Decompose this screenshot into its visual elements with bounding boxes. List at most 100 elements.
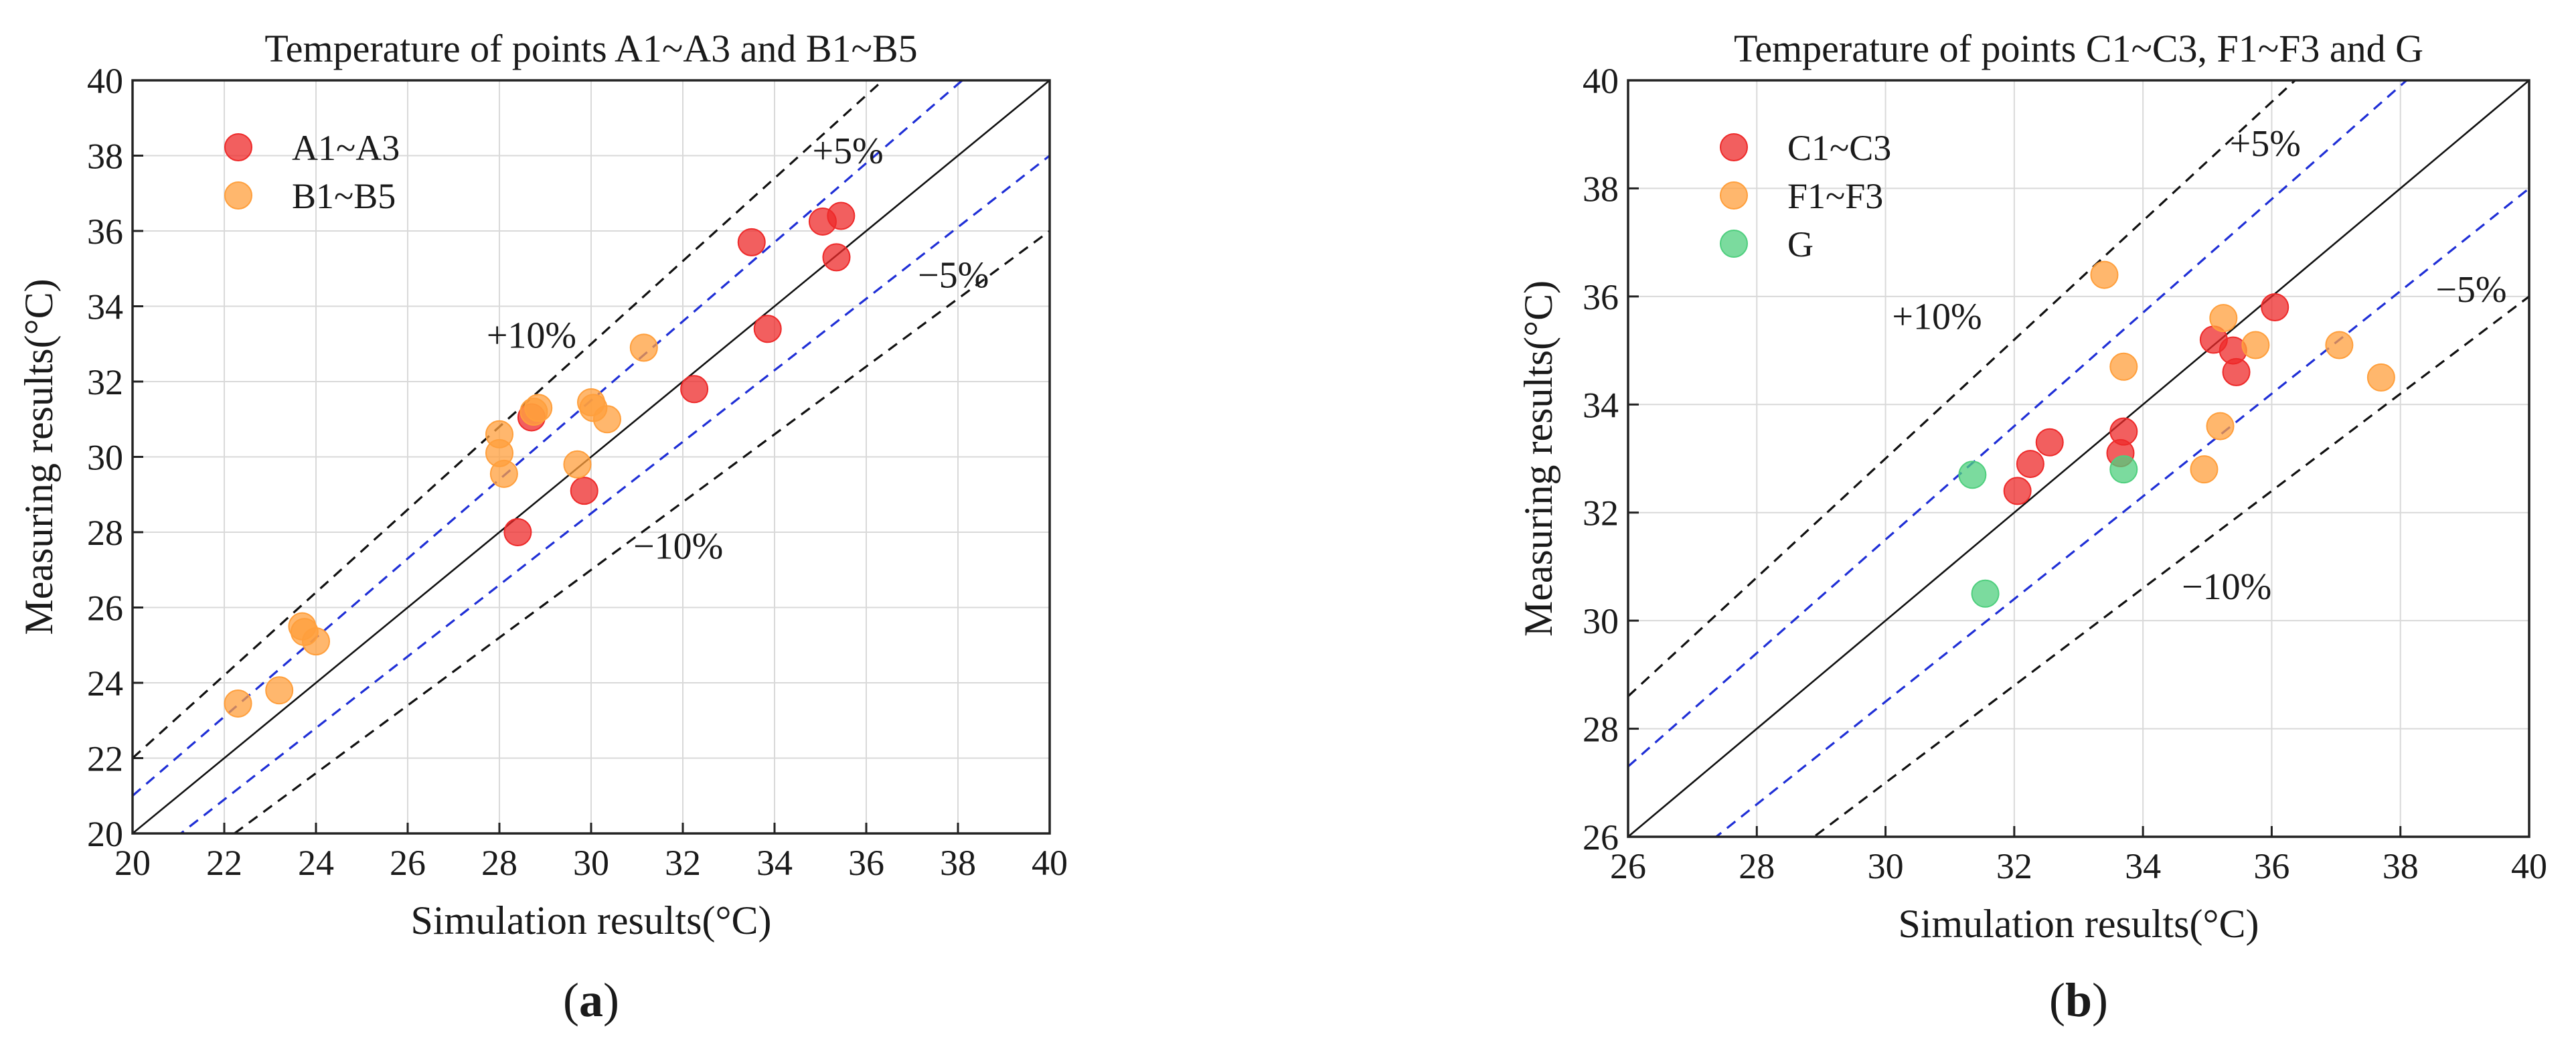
x-tick-label: 34 xyxy=(756,843,793,883)
x-tick-label: 32 xyxy=(665,843,701,883)
data-point[interactable] xyxy=(2109,455,2138,484)
data-point[interactable] xyxy=(1971,579,2000,608)
annotations: +5% −5% +10% −10% xyxy=(487,131,989,568)
data-point[interactable] xyxy=(808,207,837,236)
legend-label: C1~C3 xyxy=(1787,128,1891,168)
data-point[interactable] xyxy=(2190,455,2219,484)
data-point[interactable] xyxy=(822,243,851,272)
y-tick-label: 28 xyxy=(1583,710,1619,750)
x-tick-label: 24 xyxy=(298,843,334,883)
x-tick-label: 40 xyxy=(2511,846,2547,886)
data-point[interactable] xyxy=(2241,331,2270,359)
x-tick-label: 26 xyxy=(1610,846,1646,886)
data-point[interactable] xyxy=(570,477,598,505)
x-tick-label: 36 xyxy=(2253,846,2289,886)
data-point[interactable] xyxy=(503,518,532,546)
legend-label: F1~F3 xyxy=(1787,176,1883,216)
x-tick-label: 38 xyxy=(2383,846,2419,886)
y-tick-label: 30 xyxy=(1583,601,1619,641)
y-tick-label: 34 xyxy=(1583,385,1619,425)
reference-lines xyxy=(1628,80,2529,837)
data-point[interactable] xyxy=(2206,412,2235,440)
data-point[interactable] xyxy=(629,333,658,362)
data-point[interactable] xyxy=(753,315,782,343)
data-point[interactable] xyxy=(563,450,592,479)
legend-marker xyxy=(1720,230,1748,258)
legend-label: A1~A3 xyxy=(292,128,400,168)
x-tick-label: 40 xyxy=(1032,843,1068,883)
legend-marker xyxy=(1720,181,1748,210)
x-tick-label: 34 xyxy=(2125,846,2161,886)
data-point[interactable] xyxy=(1958,461,1987,489)
data-point[interactable] xyxy=(302,627,330,656)
y-tick-label: 36 xyxy=(1583,277,1619,317)
y-tick-label: 24 xyxy=(87,663,123,704)
data-point[interactable] xyxy=(680,375,709,404)
y-tick-label: 40 xyxy=(87,61,123,101)
series-C1-C3 xyxy=(2003,293,2289,505)
x-tick-label: 28 xyxy=(1739,846,1775,886)
y-tick-label: 32 xyxy=(87,362,123,402)
y-tick-label: 26 xyxy=(87,588,123,629)
x-axis-label: Simulation results(°C) xyxy=(411,898,772,943)
annotation-label: +5% xyxy=(2230,123,2301,165)
data-points xyxy=(1958,260,2395,608)
legend: A1~A3 B1~B5 xyxy=(224,128,400,216)
chart-title: Temperature of points A1~A3 and B1~B5 xyxy=(264,27,917,70)
x-tick-label: 20 xyxy=(114,843,151,883)
legend-label: B1~B5 xyxy=(292,176,396,216)
data-point[interactable] xyxy=(2325,331,2354,359)
data-point[interactable] xyxy=(2035,428,2064,457)
y-tick-label: 30 xyxy=(87,438,123,478)
annotation-label: −5% xyxy=(918,254,989,296)
data-point[interactable] xyxy=(2209,304,2238,333)
series-F1-F3 xyxy=(2090,260,2395,484)
y-tick-label: 22 xyxy=(87,739,123,779)
legend-marker xyxy=(1720,133,1748,161)
y-tick-label: 40 xyxy=(1583,61,1619,101)
data-point[interactable] xyxy=(224,689,252,718)
y-tick-label: 38 xyxy=(87,137,123,177)
data-point[interactable] xyxy=(2003,477,2032,505)
data-point[interactable] xyxy=(265,676,294,705)
panel-label: (b) xyxy=(2049,973,2108,1027)
annotation-label: −10% xyxy=(2182,566,2271,608)
chart-title: Temperature of points C1~C3, F1~F3 and G xyxy=(1734,27,2423,70)
annotation-label: −10% xyxy=(633,525,723,567)
series-G xyxy=(1958,455,2138,608)
data-point[interactable] xyxy=(2366,363,2395,392)
data-point[interactable] xyxy=(737,228,766,256)
data-points xyxy=(224,201,856,718)
data-point[interactable] xyxy=(489,459,518,488)
reference-line-yeqx xyxy=(1628,80,2529,837)
reference-line-minus10pct xyxy=(1812,295,2529,837)
y-tick-label: 36 xyxy=(87,212,123,252)
data-point[interactable] xyxy=(2109,352,2138,381)
annotation-label: +10% xyxy=(487,315,576,356)
data-point[interactable] xyxy=(2016,450,2044,479)
data-point[interactable] xyxy=(519,398,548,426)
series-B1-B5 xyxy=(224,333,658,718)
annotation-label: +10% xyxy=(1892,296,1982,337)
x-axis-label: Simulation results(°C) xyxy=(1899,902,2259,946)
reference-line-plus10pct xyxy=(1628,80,2297,698)
reference-line-minus10pct xyxy=(232,230,1050,833)
annotation-label: −5% xyxy=(2435,269,2506,311)
y-tick-label: 32 xyxy=(1583,493,1619,534)
legend-marker xyxy=(224,133,252,161)
x-tick-label: 30 xyxy=(573,843,609,883)
data-point[interactable] xyxy=(592,405,621,434)
data-point[interactable] xyxy=(2261,293,2289,321)
data-point[interactable] xyxy=(2090,260,2119,289)
y-axis-label: Measuring results(°C) xyxy=(1516,280,1560,637)
x-tick-label: 30 xyxy=(1868,846,1904,886)
series-A1-A3 xyxy=(503,201,856,546)
x-tick-label: 28 xyxy=(481,843,517,883)
x-tick-label: 22 xyxy=(206,843,242,883)
data-point[interactable] xyxy=(2222,357,2251,386)
x-tick-label: 36 xyxy=(848,843,884,883)
plot-frame xyxy=(1627,79,2530,838)
y-tick-label: 34 xyxy=(87,287,123,327)
axis-ticks: 26 28 30 32 34 36 38 40 26 28 30 32 34 36 38 40 xyxy=(1583,61,2547,886)
